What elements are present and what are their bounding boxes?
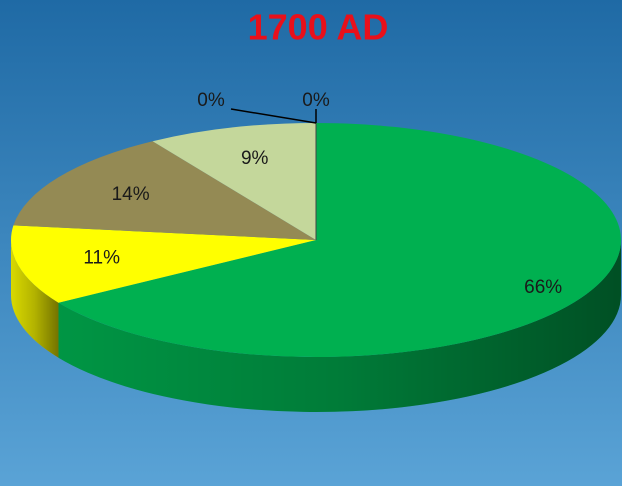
slice-side-shade <box>11 240 59 358</box>
data-label: 0% <box>197 90 225 111</box>
data-label: 66% <box>524 277 562 298</box>
leader-line <box>230 108 317 124</box>
data-label: 14% <box>112 184 150 205</box>
slice <box>13 141 316 240</box>
slice <box>10 225 316 303</box>
slice <box>58 123 621 357</box>
chart-title: 1700 AD <box>248 7 389 48</box>
data-label: 0% <box>302 90 330 111</box>
data-label: 9% <box>241 148 269 169</box>
slice-side-shade <box>58 240 622 412</box>
data-label: 11% <box>83 247 120 268</box>
slice <box>152 123 316 240</box>
